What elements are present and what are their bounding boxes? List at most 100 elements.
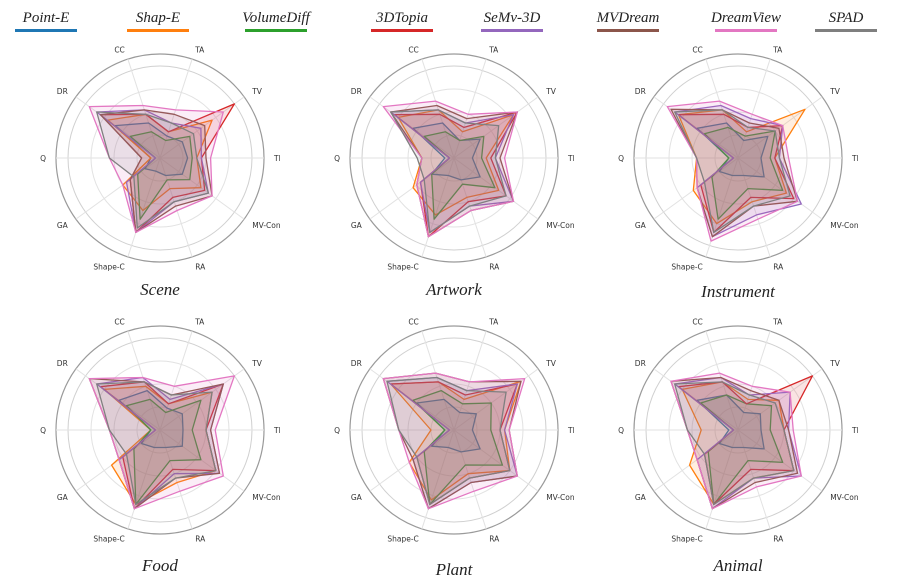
axis-label: GA [351,221,363,230]
grid-spoke [453,330,487,431]
radar-chart-scene: TP TV TA CC DR GQ GA Shape-C RA MV-Consis [40,46,280,272]
axis-label: TA [488,318,499,327]
axis-label: GA [57,493,69,502]
grid-spoke [127,330,161,431]
axis-label: TV [251,87,263,96]
grid-spoke [159,96,245,159]
axis-label: TP [567,154,574,163]
chart-title-artwork: Artwork [426,280,482,299]
grid-spoke [737,157,823,220]
axis-label: TV [829,87,841,96]
grid-spoke [369,157,455,220]
legend-label: MVDream [596,10,660,26]
legend-item-point-e[interactable]: Point-E [6,10,86,32]
grid-spoke [453,58,487,159]
grid-spoke [653,368,739,431]
axis-label: TA [194,318,205,327]
axis-label: DR [57,359,68,368]
axis-label: MV-Consis [830,221,858,230]
axis-label: DR [635,359,646,368]
axis-label: CC [692,46,702,55]
legend-swatch [245,29,307,32]
axis-label: TA [772,46,783,55]
legend-item-dreamview[interactable]: DreamView [706,10,786,32]
axis-label: TP [851,154,858,163]
axis-label: RA [773,534,784,543]
legend-label: Point-E [22,10,70,26]
series-volumediff [125,398,202,506]
axis-label: CC [114,46,124,55]
series-semv-3d [674,376,802,510]
legend-swatch [597,29,659,32]
axis-label: GQ [40,154,46,163]
axis-label: DR [635,87,646,96]
legend-item-spad[interactable]: SPAD [806,10,886,32]
legend-label: Shap-E [135,10,181,26]
legend-label: 3DTopia [376,10,428,26]
axis-label: GQ [618,154,624,163]
radar-chart-animal: TP TV TA CC DR GQ GA Shape-C RA MV-Consis [618,318,858,544]
axis-label: MV-Consis [830,493,858,502]
grid-spoke [737,157,771,258]
grid-spoke [421,429,455,530]
axis-label: RA [773,262,784,271]
grid-spoke [159,330,193,431]
legend-item-shap-e[interactable]: Shap-E [118,10,198,32]
radar-chart-instrument: TP TV TA CC DR GQ GA Shape-C RA MV-Consis [618,46,858,272]
legend-item-volumediff[interactable]: VolumeDiff [236,10,316,32]
axis-label: TP [273,154,280,163]
axis-label: CC [114,318,124,327]
series-spad [386,376,511,506]
series-shap-e [390,380,522,501]
axis-label: RA [195,262,206,271]
legend-label: SPAD [828,10,864,26]
legend-item-mvdream[interactable]: MVDream [588,10,668,32]
grid-spoke [737,58,771,159]
axis-label: DR [351,359,362,368]
series-spad [390,109,507,234]
axis-label: Shape-C [671,262,702,271]
grid-spoke [421,330,455,431]
grid-spoke [159,157,245,220]
axis-label: RA [489,262,500,271]
axis-label: Shape-C [93,534,124,543]
axis-label: TA [194,46,205,55]
radar-chart-plant: TP TV TA CC DR GQ GA Shape-C RA MV-Consis [334,318,574,544]
grid-spoke [705,429,739,530]
series-point-e [412,122,481,181]
grid-spoke [75,429,161,492]
grid-spoke [737,330,771,431]
axis-label: GQ [334,154,340,163]
legend-item-3dtopia[interactable]: 3DTopia [362,10,442,32]
series-point-e [696,394,765,450]
grid-spoke [737,96,823,159]
grid-spoke [453,429,487,530]
chart-title-plant: Plant [435,560,473,579]
grid-spoke [737,368,823,431]
axis-label: GA [635,221,647,230]
axis-label: TV [829,359,841,368]
axis-label: RA [195,534,206,543]
grid-spoke [705,330,739,431]
legend-swatch [715,29,777,32]
grid-spoke [705,58,739,159]
axis-label: TA [488,46,499,55]
legend-label: SeMv-3D [483,10,541,26]
grid-spoke [127,58,161,159]
series-mvdream [99,109,213,234]
axis-label: GA [351,493,363,502]
legend-swatch [815,29,877,32]
grid-spoke [737,429,823,492]
axis-label: MV-Consis [252,221,280,230]
axis-label: Shape-C [387,262,418,271]
series-spad [96,111,210,229]
grid-spoke [127,429,161,530]
grid-spoke [453,157,539,220]
legend-item-semv-3d[interactable]: SeMv-3D [472,10,552,32]
axis-label: CC [408,46,418,55]
grid-spoke [453,157,487,258]
axis-label: CC [692,318,702,327]
grid-spoke [159,58,193,159]
axis-label: TV [545,359,557,368]
